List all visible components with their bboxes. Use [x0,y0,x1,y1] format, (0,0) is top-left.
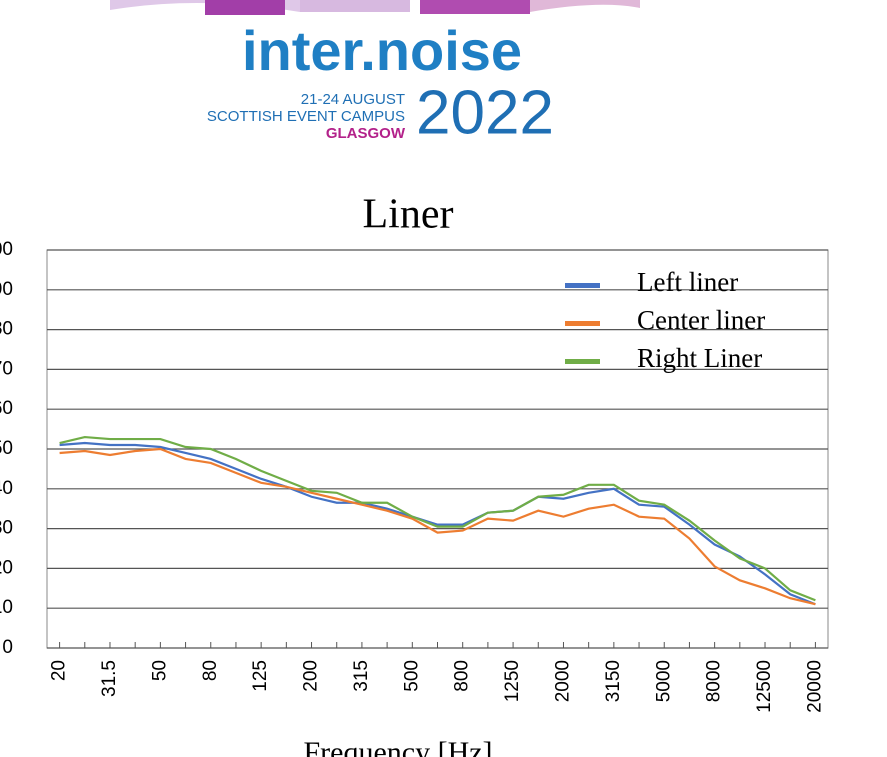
x-tick-label: 5000 [653,660,674,702]
x-tick-label: 200 [301,660,322,692]
y-tick-label: 10 [0,597,13,618]
x-tick-label: 3150 [603,660,624,702]
series-line [59,441,816,606]
x-tick-label: 80 [200,660,221,681]
logo-venue: SCOTTISH EVENT CAMPUS [207,108,405,125]
x-tick-label: 500 [401,660,422,692]
x-tick-label: 315 [351,660,372,692]
legend-label: Left liner [637,267,738,297]
x-tick-label: 50 [149,660,170,681]
x-tick-label: 31.5 [99,660,120,697]
logo-band [110,0,640,15]
y-tick-label: 70 [0,358,13,379]
legend-label: Center liner [637,305,765,335]
y-tick-label: 40 [0,478,13,499]
y-tick-label: 0 [2,637,13,658]
y-tick-label: 90 [0,279,13,300]
chart-title: Liner [363,192,454,238]
x-tick-label: 20000 [804,660,825,713]
y-tick-label: 60 [0,398,13,419]
logo-title: inter.noise [242,19,522,82]
legend-swatch [565,283,600,288]
y-tick-label: 50 [0,438,13,459]
x-tick-label: 2000 [552,660,573,702]
y-tick-label: 30 [0,518,13,539]
x-tick-label: 1250 [502,660,523,702]
logo-city: GLASGOW [326,125,406,142]
legend-swatch [565,321,600,326]
series-line [59,447,816,606]
series-line [59,435,816,602]
logo-year: 2022 [416,78,554,147]
legend-swatch [565,359,600,364]
y-tick-label: 100 [0,239,13,260]
x-axis-title: Frequency [Hz] [303,736,492,757]
logo-dates: 21-24 AUGUST [301,91,405,108]
y-tick-label: 20 [0,557,13,578]
x-tick-label: 12500 [754,660,775,713]
y-tick-label: 80 [0,319,13,340]
x-tick-label: 8000 [704,660,725,702]
legend-label: Right Liner [637,343,762,373]
x-tick-label: 125 [250,660,271,692]
x-tick-label: 800 [452,660,473,692]
x-tick-label: 20 [49,660,70,681]
